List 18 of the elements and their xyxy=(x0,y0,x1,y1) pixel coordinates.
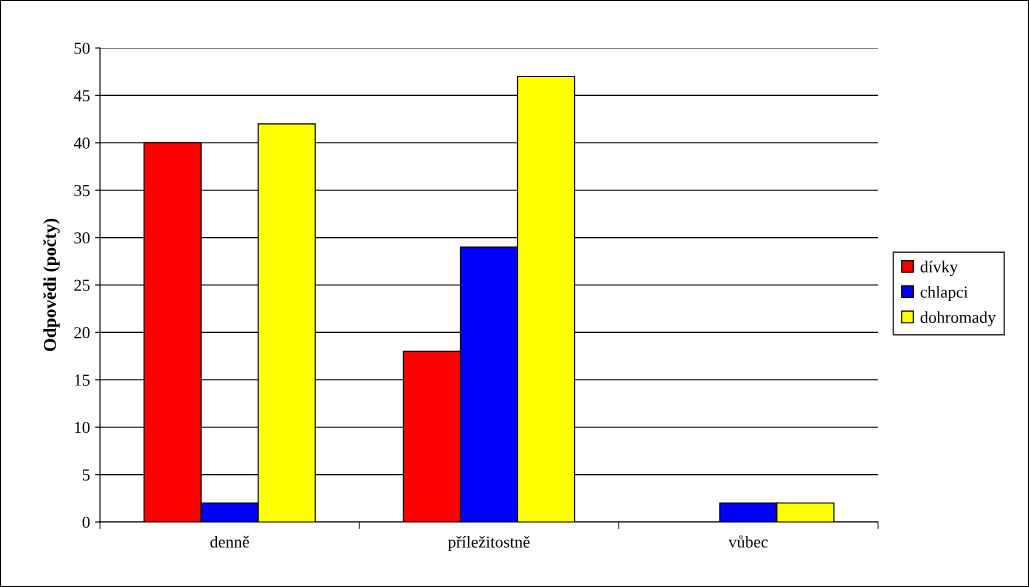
x-tick-label: vůbec xyxy=(728,535,768,548)
y-tick-label: 10 xyxy=(75,421,90,434)
y-axis-title: Odpovědi (počty) xyxy=(43,218,60,352)
x-tick-label: příležitostně xyxy=(448,535,530,552)
y-tick-label: 50 xyxy=(74,42,90,54)
y-tick-label: 0 xyxy=(82,516,90,528)
legend-label: dohromady xyxy=(920,311,996,327)
y-tick-label: 30 xyxy=(74,232,90,244)
y-tick-label: 35 xyxy=(74,184,90,197)
x-tick-label: denně xyxy=(210,535,249,548)
legend-label: chlapci xyxy=(920,285,968,302)
y-tick-label: 45 xyxy=(73,90,90,102)
y-tick-label: 15 xyxy=(75,374,90,386)
legend-label: dívky xyxy=(920,260,958,276)
y-tick-label: 5 xyxy=(82,469,90,481)
y-tick-label: 40 xyxy=(73,137,90,149)
y-tick-label: 25 xyxy=(74,279,90,291)
y-tick-label: 20 xyxy=(74,327,90,339)
